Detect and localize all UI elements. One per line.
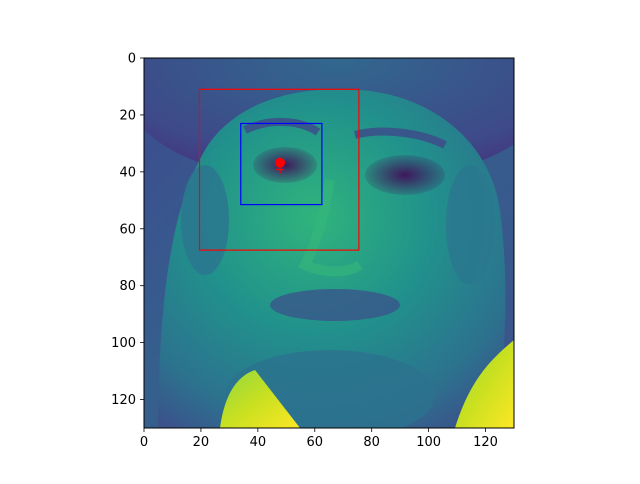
red-bounding-box: [198, 88, 360, 251]
y-tick-label: 80: [119, 279, 136, 294]
x-axis: 0 20 40 60 80 100 120: [140, 428, 498, 450]
x-tick-label: 0: [140, 435, 148, 450]
y-tick-label: 120: [111, 393, 136, 408]
x-tick-label: 20: [193, 435, 210, 450]
x-tick-label: 100: [416, 435, 441, 450]
face-image: [144, 58, 514, 428]
overlays: [198, 88, 360, 251]
blue-bounding-box: [240, 122, 323, 206]
y-tick-label: 20: [119, 108, 136, 123]
axes-frame: [143, 57, 515, 429]
x-tick-label: 60: [306, 435, 323, 450]
y-tick-label: 60: [119, 222, 136, 237]
y-tick-label: 40: [119, 165, 136, 180]
y-axis: 0 20 40 60 80 100 120: [111, 52, 144, 408]
x-tick-label: 80: [363, 435, 380, 450]
y-tick-label: 100: [111, 336, 136, 351]
x-tick-label: 120: [473, 435, 498, 450]
y-tick-label: 0: [128, 52, 136, 67]
red-point-marker: [275, 157, 286, 168]
x-tick-label: 40: [250, 435, 267, 450]
red-plus-marker: [276, 165, 285, 174]
